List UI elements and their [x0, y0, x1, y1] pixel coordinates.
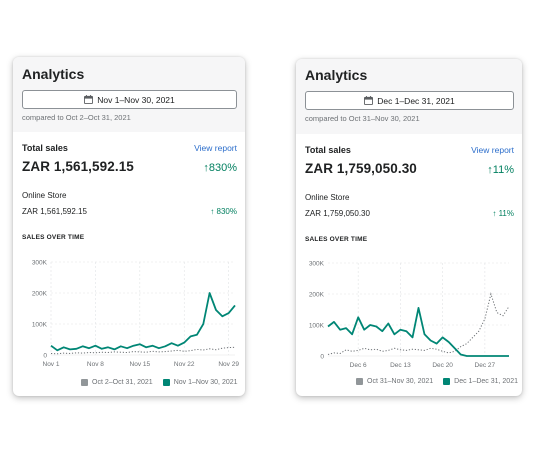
compare-text: compared to Oct 2–Oct 31, 2021: [22, 113, 131, 122]
legend-label: Nov 1–Nov 30, 2021: [173, 379, 238, 386]
online-store-label: Online Store: [22, 191, 67, 200]
store-change-badge: ↑ 11%: [492, 209, 514, 218]
current-series-line: [50, 292, 236, 352]
store-change-badge: ↑ 830%: [210, 207, 237, 216]
chart-section-title: SALES OVER TIME: [305, 236, 368, 243]
y-tick-label: 200K: [32, 291, 48, 298]
card-title: Analytics: [22, 66, 85, 82]
total-sales-value: ZAR 1,759,050.30: [305, 161, 417, 176]
current-series-line: [327, 307, 509, 357]
y-tick-label: 200K: [309, 292, 325, 299]
x-tick-label: Nov 15: [130, 361, 151, 368]
legend-swatch: [443, 378, 451, 385]
total-change-value: 11%: [492, 164, 514, 176]
card-header: Analytics Nov 1–Nov 30, 2021 compared to…: [13, 57, 245, 132]
chart-legend: Oct 31–Nov 30, 2021 Dec 1–Dec 31, 2021: [356, 378, 518, 385]
x-tick-label: Dec 20: [432, 362, 453, 369]
legend-swatch: [81, 379, 88, 386]
total-sales-value: ZAR 1,561,592.15: [22, 159, 134, 174]
total-sales-label: Total sales: [22, 143, 68, 153]
y-tick-label: 0: [320, 354, 324, 361]
x-tick-label: Nov 29: [218, 361, 239, 368]
store-change-value: 830%: [216, 207, 237, 216]
online-store-value: ZAR 1,561,592.15: [22, 207, 87, 216]
y-tick-label: 0: [43, 353, 47, 360]
legend-swatch: [162, 379, 170, 386]
date-range-label: Nov 1–Nov 30, 2021: [97, 94, 175, 105]
total-change-badge: ↑11%: [487, 164, 514, 176]
y-tick-label: 100K: [32, 322, 48, 329]
arrow-up-icon: ↑: [203, 162, 209, 174]
x-tick-label: Dec 13: [390, 362, 411, 369]
chart-legend: Oct 2–Oct 31, 2021 Nov 1–Nov 30, 2021: [81, 379, 238, 386]
card-title: Analytics: [305, 67, 368, 83]
x-tick-label: Dec 27: [475, 362, 496, 369]
legend-item-current[interactable]: Nov 1–Nov 30, 2021: [162, 379, 238, 386]
comparison-series-line: [50, 346, 236, 355]
total-sales-label: Total sales: [305, 145, 351, 155]
x-tick-label: Nov 8: [87, 361, 104, 368]
x-tick-label: Dec 6: [350, 362, 367, 369]
sales-over-time-chart: 0 100K 200K 300K Dec 6 Dec 13 Dec 20 Dec 27: [309, 261, 510, 369]
chart-section-title: SALES OVER TIME: [22, 234, 85, 241]
legend-label: Dec 1–Dec 31, 2021: [454, 378, 518, 385]
view-report-link[interactable]: View report: [471, 145, 514, 155]
sales-over-time-chart: 0 100K 200K 300K Nov 1 Nov 8 Nov 15 Nov 22 Nov 2…: [32, 260, 240, 369]
legend-item-current[interactable]: Dec 1–Dec 31, 2021: [443, 378, 518, 385]
arrow-up-icon: ↑: [487, 164, 493, 176]
arrow-up-icon: ↑: [210, 207, 217, 216]
date-range-label: Dec 1–Dec 31, 2021: [377, 95, 455, 106]
y-tick-label: 100K: [309, 323, 325, 330]
x-tick-label: Nov 1: [43, 361, 60, 368]
legend-item-compare[interactable]: Oct 31–Nov 30, 2021: [356, 378, 433, 385]
arrow-up-icon: ↑: [492, 209, 499, 218]
date-range-button[interactable]: Nov 1–Nov 30, 2021: [22, 90, 237, 109]
legend-swatch: [356, 378, 363, 385]
online-store-label: Online Store: [305, 193, 350, 202]
view-report-link[interactable]: View report: [194, 143, 237, 153]
legend-item-compare[interactable]: Oct 2–Oct 31, 2021: [81, 379, 153, 386]
card-header: Analytics Dec 1–Dec 31, 2021 compared to…: [296, 59, 522, 134]
legend-label: Oct 2–Oct 31, 2021: [92, 379, 153, 386]
store-change-value: 11%: [498, 209, 514, 218]
y-tick-label: 300K: [309, 261, 325, 268]
total-change-badge: ↑830%: [203, 162, 237, 174]
comparison-series-line: [327, 292, 510, 355]
calendar-icon: [84, 95, 94, 104]
analytics-card-dec: Analytics Dec 1–Dec 31, 2021 compared to…: [296, 59, 522, 396]
date-range-button[interactable]: Dec 1–Dec 31, 2021: [305, 91, 514, 110]
calendar-icon: [364, 96, 374, 105]
analytics-card-nov: Analytics Nov 1–Nov 30, 2021 compared to…: [13, 57, 245, 396]
compare-text: compared to Oct 31–Nov 30, 2021: [305, 114, 420, 123]
x-tick-label: Nov 22: [174, 361, 195, 368]
total-change-value: 830%: [208, 162, 237, 174]
legend-label: Oct 31–Nov 30, 2021: [367, 378, 434, 385]
online-store-value: ZAR 1,759,050.30: [305, 209, 370, 218]
y-tick-label: 300K: [32, 260, 48, 267]
